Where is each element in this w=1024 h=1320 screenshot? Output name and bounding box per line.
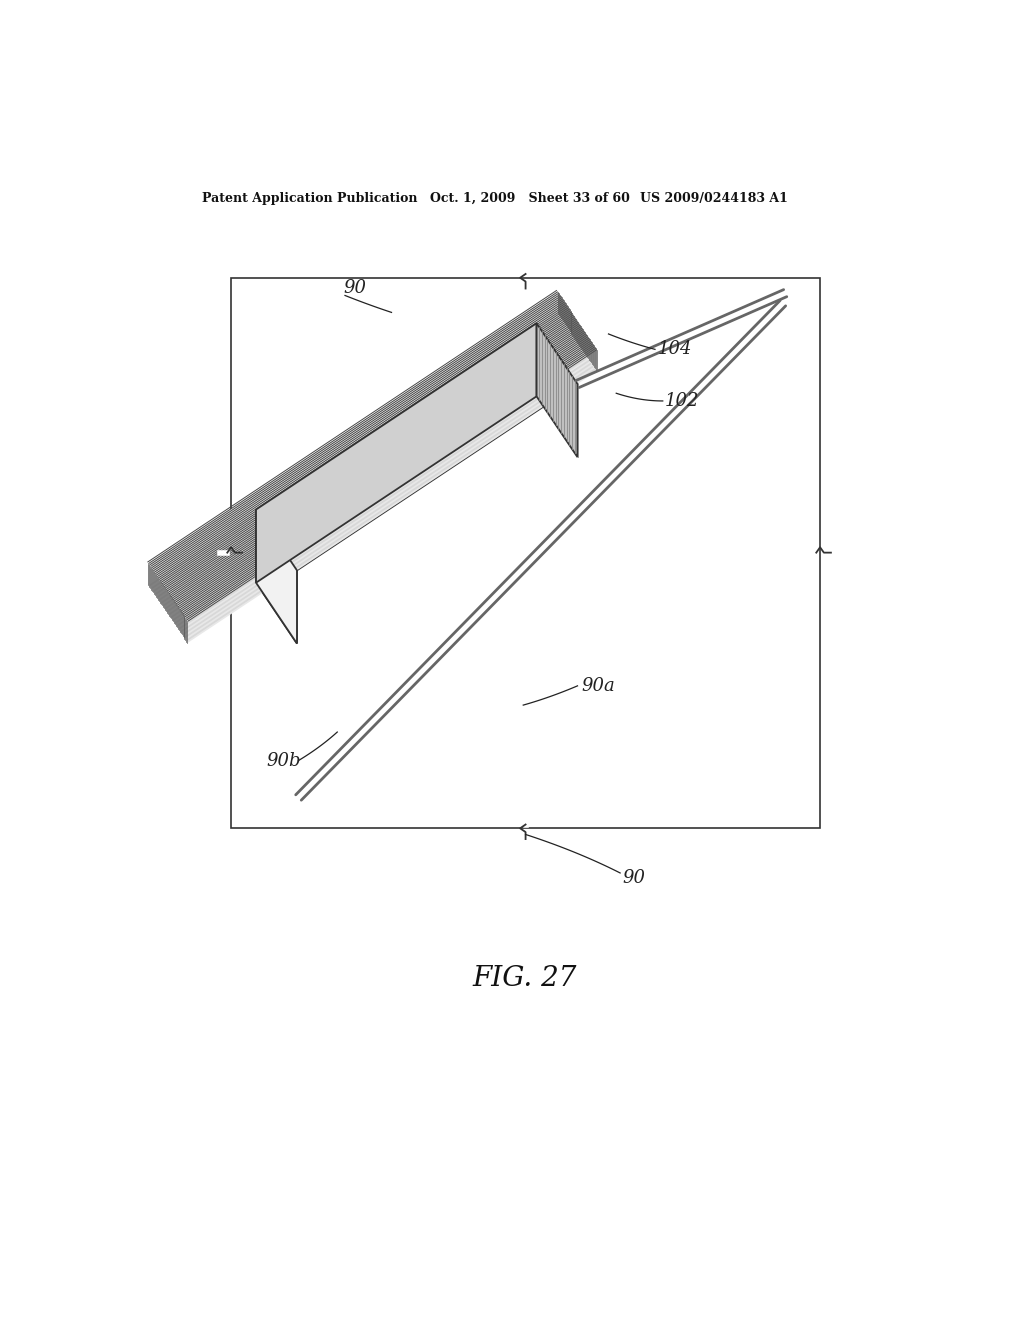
Polygon shape [179, 338, 589, 631]
Polygon shape [166, 318, 575, 611]
Polygon shape [256, 510, 297, 644]
Text: FIG. 27: FIG. 27 [473, 965, 577, 991]
Polygon shape [184, 346, 594, 639]
Polygon shape [256, 323, 537, 582]
Polygon shape [158, 305, 566, 598]
Polygon shape [153, 297, 562, 591]
Polygon shape [151, 294, 560, 589]
Polygon shape [150, 293, 559, 586]
Polygon shape [172, 326, 582, 620]
Polygon shape [163, 313, 572, 607]
Polygon shape [152, 296, 561, 590]
Polygon shape [154, 298, 563, 593]
Polygon shape [187, 350, 597, 643]
Polygon shape [174, 330, 584, 623]
Polygon shape [167, 319, 577, 612]
Polygon shape [170, 323, 580, 616]
Polygon shape [162, 312, 571, 606]
Polygon shape [185, 347, 595, 640]
Polygon shape [180, 339, 590, 634]
Polygon shape [537, 323, 578, 457]
Text: US 2009/0244183 A1: US 2009/0244183 A1 [640, 191, 787, 205]
Polygon shape [181, 341, 591, 635]
Text: Oct. 1, 2009   Sheet 33 of 60: Oct. 1, 2009 Sheet 33 of 60 [430, 191, 630, 205]
Polygon shape [159, 308, 568, 601]
Text: Patent Application Publication: Patent Application Publication [202, 191, 417, 205]
Polygon shape [256, 323, 578, 570]
Polygon shape [182, 342, 592, 636]
Polygon shape [175, 331, 584, 624]
Text: 90a: 90a [582, 677, 615, 694]
Polygon shape [168, 321, 578, 614]
Polygon shape [186, 348, 596, 642]
Text: 104: 104 [657, 341, 692, 358]
Polygon shape [173, 327, 583, 622]
Polygon shape [183, 343, 593, 638]
Polygon shape [177, 334, 586, 627]
Polygon shape [256, 323, 537, 582]
Bar [231, 277, 820, 829]
Polygon shape [155, 301, 563, 594]
Text: 102: 102 [665, 392, 699, 411]
Polygon shape [148, 292, 558, 585]
Polygon shape [157, 304, 565, 597]
Polygon shape [171, 325, 581, 619]
Polygon shape [178, 337, 588, 630]
Polygon shape [169, 322, 579, 615]
Polygon shape [164, 315, 573, 609]
Polygon shape [178, 335, 587, 628]
Text: 90: 90 [623, 870, 645, 887]
Polygon shape [156, 302, 564, 595]
Polygon shape [176, 333, 585, 626]
Polygon shape [158, 306, 567, 599]
Text: 90: 90 [343, 279, 367, 297]
Polygon shape [165, 317, 574, 610]
Text: 90b: 90b [266, 751, 300, 770]
Polygon shape [256, 510, 297, 644]
Polygon shape [161, 310, 570, 605]
Polygon shape [160, 309, 569, 602]
